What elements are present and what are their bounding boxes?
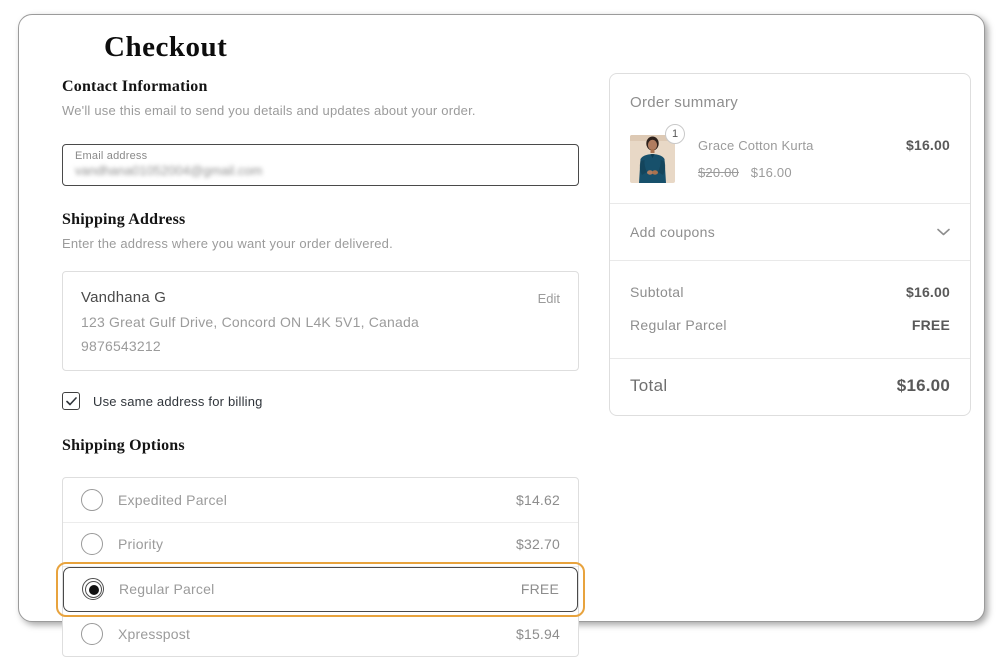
edit-address-button[interactable]: Edit [537,291,560,306]
email-field-value: vandhana01052004@gmail.com [75,163,263,178]
order-summary-heading: Order summary [630,94,739,111]
shipping-address-description: Enter the address where you want your or… [62,236,393,251]
shipping-option-label: Regular Parcel [119,581,215,598]
contact-information-heading: Contact Information [62,78,208,95]
order-item-row: 1 Grace Cotton Kurta $16.00 $20.00 $16.0… [610,117,970,203]
shipping-cost-value: FREE [911,317,950,333]
divider [610,203,970,204]
total-label: Total [630,376,668,395]
address-phone: 9876543212 [81,338,161,354]
radio-button-icon[interactable] [81,533,103,556]
add-coupons-label: Add coupons [630,224,716,240]
add-coupons-toggle[interactable]: Add coupons [610,204,970,260]
shipping-option-price: $15.94 [515,625,560,642]
product-image-kurta [630,135,675,183]
address-line: 123 Great Gulf Drive, Concord ON L4K 5V1… [81,314,419,330]
address-name: Vandhana G [81,289,167,306]
subtotal-row: Subtotal $16.00 [630,284,950,300]
divider [610,260,970,261]
shipping-option-price: FREE [520,581,559,598]
divider [610,358,970,359]
shipping-option-label: Expedited Parcel [118,491,228,508]
shipping-option-label: Priority [118,536,164,553]
shipping-option-price: $32.70 [515,536,560,553]
shipping-address-card: Vandhana G 123 Great Gulf Drive, Concord… [62,271,579,371]
shipping-address-heading: Shipping Address [62,211,186,228]
shipping-options-heading: Shipping Options [62,437,185,454]
email-field[interactable]: Email address vandhana01052004@gmail.com [62,144,579,186]
shipping-option-price: $14.62 [515,491,560,508]
product-sale-price: $16.00 [750,165,792,180]
radio-button-icon[interactable] [81,488,103,511]
shipping-option-regular-parcel[interactable]: Regular Parcel FREE [56,562,585,616]
product-original-price: $20.00 [698,165,739,180]
email-field-label: Email address [75,150,148,162]
billing-same-address-checkbox-row[interactable]: Use same address for billing [62,392,579,410]
radio-button-selected-icon[interactable] [82,578,104,601]
order-summary-card: Order summary 1 [609,73,971,416]
product-thumbnail: 1 [630,124,685,183]
summary-breakdown: Subtotal $16.00 Regular Parcel FREE [610,261,970,358]
quantity-badge: 1 [665,124,685,144]
shipping-options-list: Expedited Parcel $14.62 Priority $32.70 … [56,477,585,657]
shipping-cost-label: Regular Parcel [630,317,727,333]
billing-same-address-checkbox[interactable] [62,392,80,410]
shipping-option-xpresspost[interactable]: Xpresspost $15.94 [63,612,578,657]
shipping-option-expedited-parcel[interactable]: Expedited Parcel $14.62 [63,478,578,523]
product-info: Grace Cotton Kurta $16.00 $20.00 $16.00 [698,135,950,183]
total-row: Total $16.00 [610,359,970,415]
product-line-price: $16.00 [905,137,950,153]
subtotal-label: Subtotal [630,284,684,300]
billing-same-address-label: Use same address for billing [93,393,263,409]
shipping-option-label: Xpresspost [118,625,191,642]
product-name: Grace Cotton Kurta [698,138,814,153]
radio-button-icon[interactable] [81,622,103,645]
contact-information-description: We'll use this email to send you details… [62,103,476,118]
checkout-form-column: Checkout Contact Information We'll use t… [44,29,585,657]
shipping-option-priority[interactable]: Priority $32.70 [63,523,578,567]
page-title: Checkout [104,31,228,63]
subtotal-value: $16.00 [905,284,950,300]
total-value: $16.00 [896,376,950,395]
shipping-cost-row: Regular Parcel FREE [630,317,950,333]
check-icon [65,396,77,406]
chevron-down-icon [937,223,950,241]
checkout-page-card: Checkout Contact Information We'll use t… [18,14,985,657]
